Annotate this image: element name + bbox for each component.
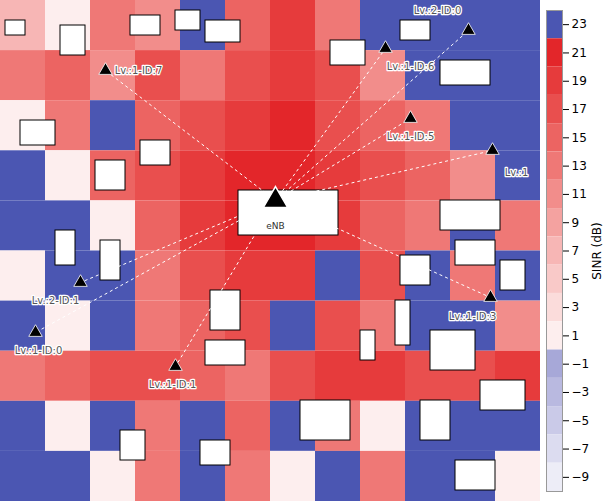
svg-text:13: 13 bbox=[572, 159, 587, 173]
svg-text:Lv.:1-ID:3: Lv.:1-ID:3 bbox=[449, 311, 497, 322]
svg-text:Lv.:1-ID:5: Lv.:1-ID:5 bbox=[387, 131, 435, 142]
svg-text:3: 3 bbox=[572, 300, 580, 314]
svg-text:−1: −1 bbox=[572, 357, 590, 371]
svg-text:−9: −9 bbox=[572, 470, 590, 484]
svg-text:eNB: eNB bbox=[266, 221, 284, 231]
svg-text:17: 17 bbox=[572, 102, 587, 116]
svg-text:−3: −3 bbox=[572, 385, 590, 399]
svg-text:Lv.:1: Lv.:1 bbox=[505, 167, 529, 178]
svg-text:Lv.:1-ID:7: Lv.:1-ID:7 bbox=[115, 65, 163, 76]
svg-text:9: 9 bbox=[572, 216, 580, 230]
svg-text:Lv.:1-ID:6: Lv.:1-ID:6 bbox=[387, 61, 435, 72]
svg-text:21: 21 bbox=[572, 46, 587, 60]
svg-text:Lv.:1-ID:1: Lv.:1-ID:1 bbox=[149, 379, 197, 390]
svg-text:Lv.:1-ID:0: Lv.:1-ID:0 bbox=[15, 345, 63, 356]
svg-text:5: 5 bbox=[572, 272, 580, 286]
svg-text:Lv.:2-ID:0: Lv.:2-ID:0 bbox=[414, 5, 462, 16]
svg-text:SINR (dB): SINR (dB) bbox=[590, 222, 604, 280]
svg-text:19: 19 bbox=[572, 74, 587, 88]
svg-text:15: 15 bbox=[572, 131, 587, 145]
svg-text:−5: −5 bbox=[572, 414, 590, 428]
svg-text:7: 7 bbox=[572, 244, 580, 258]
svg-text:23: 23 bbox=[572, 17, 587, 31]
svg-text:1: 1 bbox=[572, 329, 580, 343]
svg-text:Lv.:2-ID:1: Lv.:2-ID:1 bbox=[32, 295, 80, 306]
svg-text:11: 11 bbox=[572, 187, 587, 201]
svg-text:−7: −7 bbox=[572, 442, 590, 456]
